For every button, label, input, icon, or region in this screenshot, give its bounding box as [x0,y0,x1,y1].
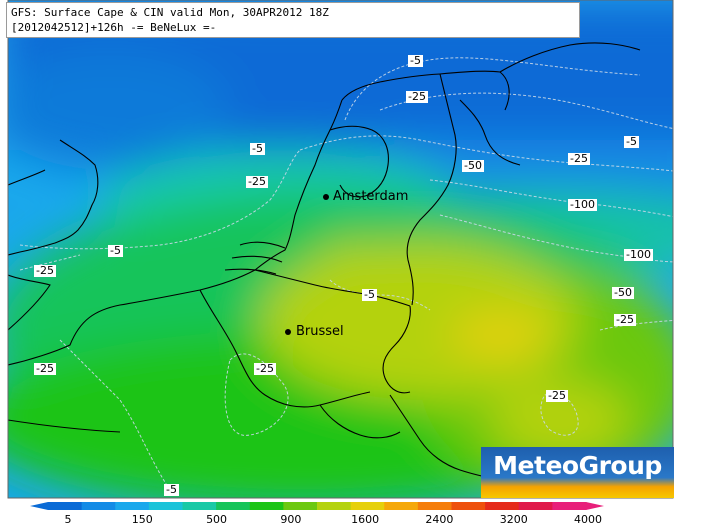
amsterdam-marker [323,194,329,200]
contour-label: -100 [624,248,653,261]
contour-label: -100 [568,198,597,211]
colorbar-tick-label: 3200 [499,513,528,526]
city-label-brussel: Brussel [296,324,344,339]
colorbar-swatch [216,502,251,510]
contour-label: -5 [362,288,377,301]
colorbar-swatch [81,502,116,510]
colorbar-swatch [148,502,183,510]
contour-label: -25 [246,175,268,188]
logo-text: MeteoGroup [493,451,662,480]
contour-label: -50 [462,159,484,172]
meteogroup-logo: MeteoGroup [481,447,674,498]
header-subtitle: [2012042512]+126h -= BeNeLux =- [11,21,217,34]
contour-label: -5 [408,54,423,67]
colorbar-tick-label: 1600 [351,513,380,526]
header-box: GFS: Surface Cape & CIN valid Mon, 30APR… [6,2,580,38]
city-label-amsterdam: Amsterdam [333,189,409,204]
contour-label: -5 [250,142,265,155]
contour-label: -5 [108,244,123,257]
colorbar-swatch [451,502,486,510]
colorbar-swatch [518,502,553,510]
colorbar-tick-label: 900 [280,513,302,526]
colorbar-swatch [350,502,385,510]
colorbar [30,502,604,510]
colorbar-tick-label: 5 [64,513,72,526]
colorbar-swatch [485,502,520,510]
colorbar-tick-label: 150 [131,513,153,526]
colorbar-tick-label: 4000 [574,513,602,526]
colorbar-arrow-left [30,502,48,510]
colorbar-arrow-right [586,502,604,510]
colorbar-swatch [417,502,452,510]
colorbar-swatch [283,502,318,510]
contour-label: -25 [568,152,590,165]
contour-label: -25 [34,264,56,277]
colorbar-swatch [384,502,419,510]
colorbar-swatch [249,502,284,510]
contour-label: -25 [546,389,568,402]
colorbar-swatch [182,502,217,510]
colorbar-swatch [317,502,352,510]
contour-label: -5 [624,135,639,148]
header-title: GFS: Surface Cape & CIN valid Mon, 30APR… [11,6,329,19]
contour-label: -25 [614,313,636,326]
colorbar-swatch [48,502,83,510]
contour-label: -25 [34,362,56,375]
colorbar-tick-label: 500 [206,513,228,526]
colorbar-swatch [115,502,150,510]
colorbar-swatch [552,502,587,510]
contour-label: -5 [164,483,179,496]
colorbar-tick-label: 2400 [425,513,454,526]
contour-label: -50 [612,286,634,299]
contour-label: -25 [254,362,276,375]
brussel-marker [285,329,291,335]
contour-label: -25 [406,90,428,103]
